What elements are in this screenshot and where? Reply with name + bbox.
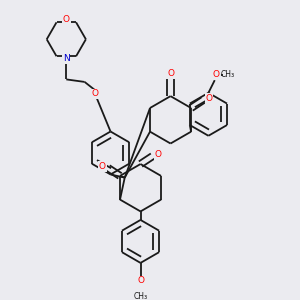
Text: O: O: [137, 276, 144, 285]
Text: O: O: [167, 69, 174, 78]
Text: O: O: [213, 70, 220, 79]
Text: N: N: [63, 54, 70, 63]
Text: O: O: [99, 162, 106, 171]
Text: CH₃: CH₃: [134, 292, 148, 300]
Text: O: O: [155, 150, 162, 159]
Text: O: O: [63, 15, 70, 24]
Text: CH₃: CH₃: [221, 70, 235, 79]
Text: O: O: [92, 89, 98, 98]
Text: O: O: [205, 94, 212, 103]
